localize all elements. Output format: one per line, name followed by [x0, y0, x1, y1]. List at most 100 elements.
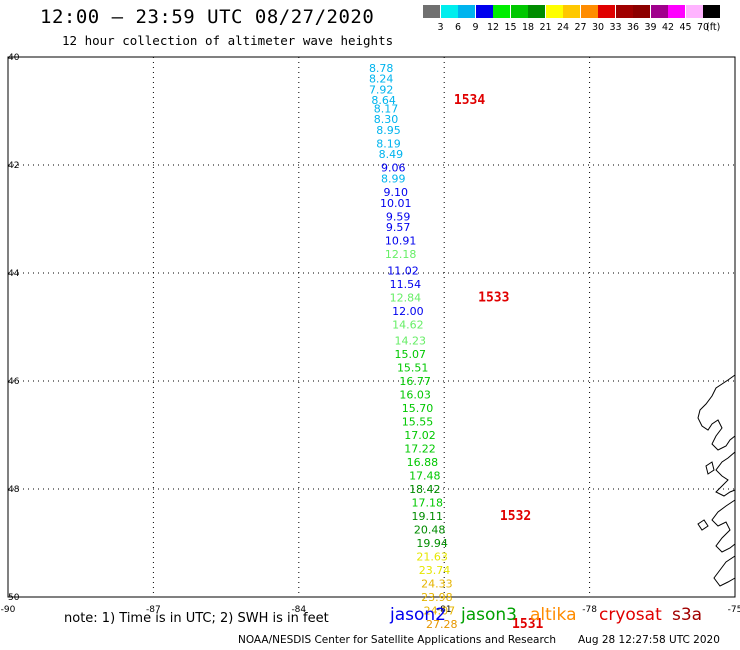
longitude-label: -75	[728, 605, 740, 615]
wave-height-observations: 8.788.247.928.648.178.308.958.198.499.06…	[369, 62, 458, 631]
wave-height-label: 14.62	[392, 318, 424, 331]
longitude-label: -90	[1, 605, 16, 615]
wave-height-label: 8.95	[376, 124, 401, 137]
wave-height-label: 11.02	[387, 264, 419, 277]
wave-height-label: 10.01	[380, 197, 412, 210]
grid-lines	[7, 56, 736, 598]
colorbar-swatch	[685, 5, 703, 18]
colorbar-swatch	[493, 5, 510, 18]
wave-height-label: 17.18	[411, 497, 443, 510]
wave-height-label: 17.48	[409, 470, 441, 483]
wave-height-label: 8.78	[369, 62, 394, 75]
colorbar-swatch	[650, 5, 668, 18]
pass-number-label: 1532	[500, 509, 531, 524]
coastline-segment	[711, 499, 736, 553]
wave-height-label: 15.07	[395, 348, 427, 361]
colorbar-swatch	[528, 5, 545, 18]
colorbar-swatch	[510, 5, 528, 18]
wave-height-label: 12.00	[392, 305, 424, 318]
footer-credit: NOAA/NESDIS Center for Satellite Applica…	[238, 634, 556, 646]
latitude-label: 48	[8, 485, 20, 495]
wave-height-label: 17.02	[404, 429, 436, 442]
colorbar-tick: 36	[626, 22, 640, 33]
legend-altika: altika	[530, 605, 577, 625]
legend-s3a: s3a	[672, 605, 703, 625]
colorbar-tick: 9	[472, 22, 479, 33]
colorbar-tick: 3	[437, 22, 444, 33]
colorbar-swatch	[615, 5, 633, 18]
colorbar-swatch	[703, 5, 720, 18]
wave-height-label: 12.84	[390, 291, 422, 304]
wave-height-label: 8.24	[369, 73, 394, 86]
wave-height-label: 8.49	[379, 148, 404, 161]
wave-height-label: 23.98	[421, 591, 453, 604]
colorbar-swatch	[475, 5, 493, 18]
latitude-label: 46	[8, 377, 20, 387]
wave-height-label: 8.19	[376, 137, 401, 150]
wave-height-label: 9.57	[386, 221, 411, 234]
wave-height-label: 17.22	[404, 443, 436, 456]
colorbar-swatch	[423, 5, 440, 18]
colorbar-swatch	[598, 5, 615, 18]
colorbar-swatch	[633, 5, 650, 18]
wave-height-label: 24.07	[424, 605, 456, 618]
wave-height-label: 16.03	[399, 389, 431, 402]
wave-height-label: 24.33	[421, 578, 453, 591]
coastline-segment	[705, 461, 715, 475]
latitude-label: 50	[8, 593, 20, 603]
wave-height-label: 16.77	[399, 375, 431, 388]
wave-height-label: 14.23	[395, 335, 427, 348]
colorbar-swatch	[580, 5, 598, 18]
wave-height-label: 19.11	[411, 510, 443, 523]
colorbar-tick: 12	[486, 22, 500, 33]
legend-jason2: jason2	[390, 605, 446, 625]
colorbar-tick: 39	[644, 22, 657, 33]
coastline-segment	[715, 451, 736, 497]
colorbar-tick: 42	[661, 22, 675, 33]
wave-height-label: 12.18	[385, 248, 417, 261]
coastline-segment	[713, 555, 736, 587]
colorbar-tick: 6	[454, 22, 462, 33]
wave-height-label: 21.63	[416, 551, 448, 564]
wave-height-label: 8.99	[381, 173, 406, 186]
colorbar-tick: 27	[574, 22, 587, 33]
axis-labels: 40 42 44 46 48 50 -90 -87 -84 -81 -78 -75	[1, 53, 740, 615]
pass-number-label: 1531	[512, 617, 543, 632]
legend-jason3: jason3	[461, 605, 517, 625]
latitude-label: 40	[8, 53, 20, 63]
colorbar-tick: 70	[696, 22, 710, 33]
wave-height-label: 18.42	[409, 483, 441, 496]
footer-timestamp: Aug 28 12:27:58 UTC 2020	[578, 634, 720, 646]
legend-cryosat: cryosat	[599, 605, 662, 625]
wave-height-label: 11.54	[390, 278, 422, 291]
colorbar-swatch	[458, 5, 475, 18]
colorbar-tick: 21	[539, 22, 552, 33]
longitude-label: -87	[146, 605, 161, 615]
colorbar-swatch	[545, 5, 563, 18]
colorbar-tick: 18	[521, 22, 535, 33]
wave-height-label: 23.74	[419, 564, 451, 577]
colorbar-swatch	[668, 5, 685, 18]
wave-height-label: 8.30	[374, 113, 399, 126]
map-frame	[7, 56, 736, 598]
colorbar-tick: 45	[679, 22, 692, 33]
colorbar-swatch	[563, 5, 580, 18]
pass-number-label: 1534	[454, 93, 485, 108]
latitude-label: 44	[8, 269, 20, 279]
wave-height-label: 20.48	[414, 524, 446, 537]
colorbar-unit: (ft)	[706, 22, 721, 33]
longitude-label: -78	[582, 605, 597, 615]
wave-height-label: 7.92	[369, 83, 394, 96]
colorbar-tick: 15	[504, 22, 517, 33]
coastline-segment	[697, 374, 736, 451]
wave-height-label: 9.59	[386, 210, 411, 223]
colorbar-tick: 30	[591, 22, 605, 33]
wave-height-label: 15.55	[402, 416, 434, 429]
latitude-label: 42	[8, 161, 19, 171]
wave-height-label: 9.10	[383, 186, 408, 199]
colorbar-tick: 33	[609, 22, 622, 33]
colorbar-swatch	[440, 5, 458, 18]
footer-note: note: 1) Time is in UTC; 2) SWH is in fe…	[64, 611, 329, 626]
coastline	[697, 374, 736, 587]
wave-height-label: 15.70	[402, 402, 434, 415]
